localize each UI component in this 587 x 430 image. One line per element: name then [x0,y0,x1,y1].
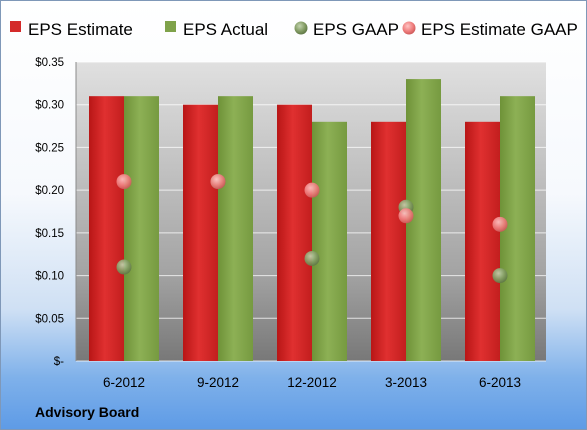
marker-eps-estimate-gaap [210,174,226,190]
x-tick-label: 12-2012 [287,375,337,390]
marker-eps-estimate-gaap [492,216,508,232]
y-tick-label: $0.20 [35,185,64,197]
footer-source: Advisory Board [35,404,139,420]
legend-item-eps-estimate-gaap: EPS Estimate GAAP [402,20,578,39]
y-tick-label: $0.15 [35,228,64,240]
y-tick-label: $0.30 [35,100,64,112]
marker-eps-estimate-gaap [398,208,414,224]
legend: EPS Estimate EPS Actual EPS GAAP EPS Est… [10,20,578,39]
x-axis: 6-2012 9-2012 12-2012 3-2013 6-2013 [103,375,521,390]
bar-eps-estimate [371,121,406,361]
bar-eps-actual [124,96,159,362]
legend-marker-eps-gaap [294,21,308,35]
legend-label-eps-gaap: EPS GAAP [313,20,399,39]
x-tick-label: 3-2013 [385,375,427,390]
bar-eps-estimate [183,104,218,361]
y-axis: $0.35 $0.30 $0.25 $0.20 $0.15 $0.10 $0.05 $- [35,57,77,368]
marker-eps-gaap [116,259,132,275]
bar-eps-estimate [465,121,500,361]
x-tick-label: 6-2012 [103,375,145,390]
legend-swatch-eps-actual [165,21,176,32]
marker-eps-estimate-gaap [304,182,320,198]
legend-label-eps-estimate-gaap: EPS Estimate GAAP [421,20,578,39]
y-tick-label: $0.25 [35,142,64,154]
legend-label-eps-actual: EPS Actual [183,20,268,39]
bar-eps-actual [312,121,347,361]
y-tick-label: $- [54,356,64,368]
x-tick-label: 9-2012 [197,375,239,390]
bars-layer [89,79,535,362]
legend-label-eps-estimate: EPS Estimate [28,20,133,39]
legend-item-eps-gaap: EPS GAAP [294,20,399,39]
legend-item-eps-actual: EPS Actual [165,20,268,39]
marker-eps-gaap [304,250,320,266]
legend-marker-eps-estimate-gaap [402,21,416,35]
bar-eps-actual [218,96,253,362]
legend-item-eps-estimate: EPS Estimate [10,20,133,39]
bar-eps-estimate [277,104,312,361]
markers-layer [116,174,508,284]
bar-eps-estimate [89,96,124,362]
marker-eps-gaap [492,268,508,284]
legend-swatch-eps-estimate [10,21,21,32]
y-tick-label: $0.35 [35,57,64,69]
y-tick-label: $0.05 [35,313,64,325]
y-tick-label: $0.10 [35,271,64,283]
x-tick-label: 6-2013 [479,375,521,390]
marker-eps-estimate-gaap [116,174,132,190]
